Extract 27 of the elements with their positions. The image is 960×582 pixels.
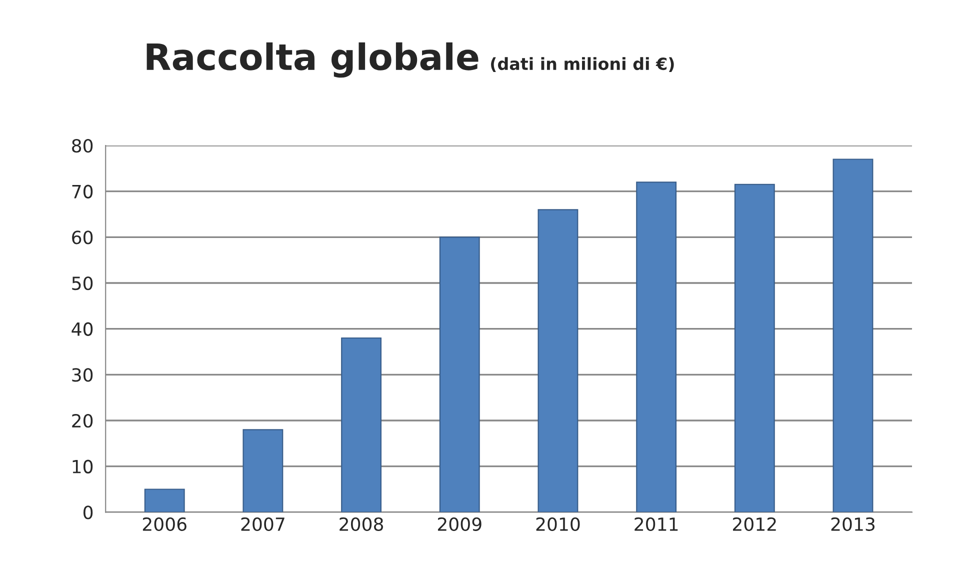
bar <box>242 429 284 512</box>
x-tick-label: 2011 <box>634 517 678 531</box>
y-tick-label: 50 <box>72 276 93 290</box>
bar <box>636 182 677 512</box>
y-tick-label: 10 <box>72 460 93 474</box>
x-tick-label: 2008 <box>340 517 384 531</box>
x-tick-label: 2007 <box>241 517 284 531</box>
y-tick-label: 0 <box>83 506 93 520</box>
y-tick-label: 30 <box>72 368 93 382</box>
y-tick-label: 40 <box>72 322 93 336</box>
y-tick-label: 80 <box>72 138 93 153</box>
bar <box>734 184 775 512</box>
x-tick-label: 2009 <box>438 517 482 531</box>
y-tick-label: 20 <box>72 414 93 428</box>
bar <box>341 337 382 512</box>
x-tick-label: 2006 <box>142 517 186 531</box>
bar <box>538 209 578 512</box>
bar <box>439 236 480 512</box>
bar <box>832 158 874 512</box>
x-tick-label: 2013 <box>831 517 875 531</box>
x-tick-label: 2010 <box>536 517 580 531</box>
y-tick-label: 60 <box>72 230 93 244</box>
chart-subtitle: (dati in milioni di €) <box>491 57 674 72</box>
chart-title: Raccolta globale <box>146 42 478 78</box>
bar <box>144 488 185 512</box>
x-tick-label: 2012 <box>733 517 776 531</box>
y-tick-label: 70 <box>72 184 93 198</box>
